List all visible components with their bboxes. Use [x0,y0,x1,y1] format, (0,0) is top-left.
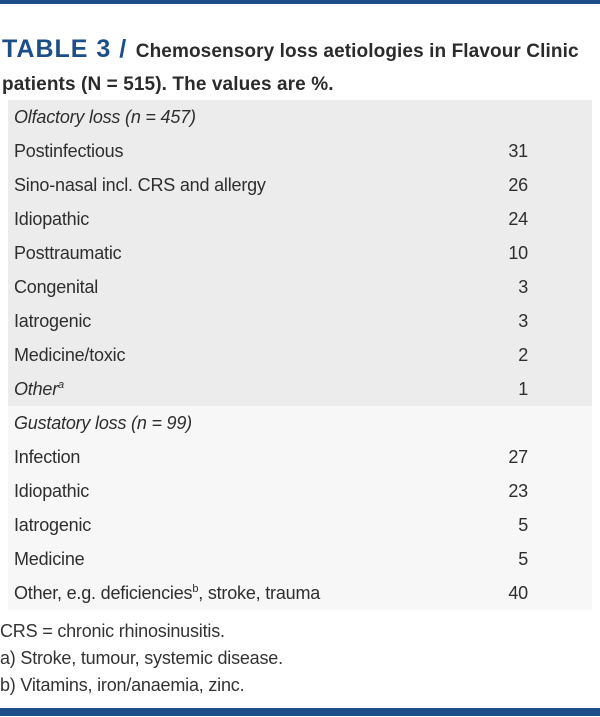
section-title: Gustatory loss (n = 99) [14,412,192,433]
table-row: Posttraumatic 10 [8,236,592,270]
footnote-line: b) Vitamins, iron/anaemia, zinc. [0,675,245,695]
row-label: Sino-nasal incl. CRS and allergy [14,174,266,195]
row-value: 5 [518,514,528,535]
bottom-rule [0,708,600,716]
table-section: Olfactory loss (n = 457) Postinfectious 31… [8,100,592,406]
table-caption: TABLE 3 / Chemosensory loss aetiologies … [2,33,598,102]
row-label: Other, e.g. deficienciesb, stroke, traum… [14,582,321,603]
table-row: Other, e.g. deficienciesb, stroke, traum… [8,576,592,610]
table-number-label: TABLE 3 / [2,35,128,63]
top-rule [0,0,600,4]
table-row: Sino-nasal incl. CRS and allergy 26 [8,168,592,202]
row-value: 2 [518,344,528,365]
row-value: 24 [508,208,528,229]
row-value: 3 [518,276,528,297]
footnote-marker: a [58,378,64,391]
table-row: Othera 1 [8,372,592,406]
footnote-line: a) Stroke, tumour, systemic disease. [0,648,283,668]
row-label: Idiopathic [14,480,90,501]
row-label: Medicine [14,548,85,569]
row-value: 3 [518,310,528,331]
row-value: 1 [518,378,528,399]
table-row: Infection 27 [8,440,592,474]
row-value: 26 [508,174,528,195]
table-row: Congenital 3 [8,270,592,304]
footnote-marker: b [192,582,199,595]
row-label: Posttraumatic [14,242,122,263]
table-row: Idiopathic 23 [8,474,592,508]
row-value: 5 [518,548,528,569]
row-value: 10 [508,242,528,263]
table-row: Iatrogenic 3 [8,304,592,338]
table-row: Medicine/toxic 2 [8,338,592,372]
row-value: 31 [508,140,528,161]
row-label: Idiopathic [14,208,90,229]
row-label: Medicine/toxic [14,344,126,365]
row-value: 27 [508,446,528,467]
row-value: 40 [508,582,528,603]
row-label: Congenital [14,276,99,297]
table-title: Chemosensory loss aetiologies in Flavour… [2,41,579,95]
aetiology-table: Olfactory loss (n = 457) Postinfectious 31… [8,100,592,610]
footnote-line: CRS = chronic rhinosinusitis. [0,621,225,641]
table-section: Gustatory loss (n = 99) Infection 27 Idiopa… [8,406,592,610]
table-row: Iatrogenic 5 [8,508,592,542]
row-label: Infection [14,446,81,467]
table-row: Medicine 5 [8,542,592,576]
section-title: Olfactory loss (n = 457) [14,106,196,127]
section-header-row: Gustatory loss (n = 99) [8,406,592,440]
row-label: Othera [14,378,64,399]
row-label: Iatrogenic [14,310,92,331]
footnotes: CRS = chronic rhinosinusitis. a) Stroke, … [0,618,600,699]
row-label: Iatrogenic [14,514,92,535]
row-label: Postinfectious [14,140,124,161]
table-row: Postinfectious 31 [8,134,592,168]
section-header-row: Olfactory loss (n = 457) [8,100,592,134]
row-value: 23 [508,480,528,501]
table-row: Idiopathic 24 [8,202,592,236]
